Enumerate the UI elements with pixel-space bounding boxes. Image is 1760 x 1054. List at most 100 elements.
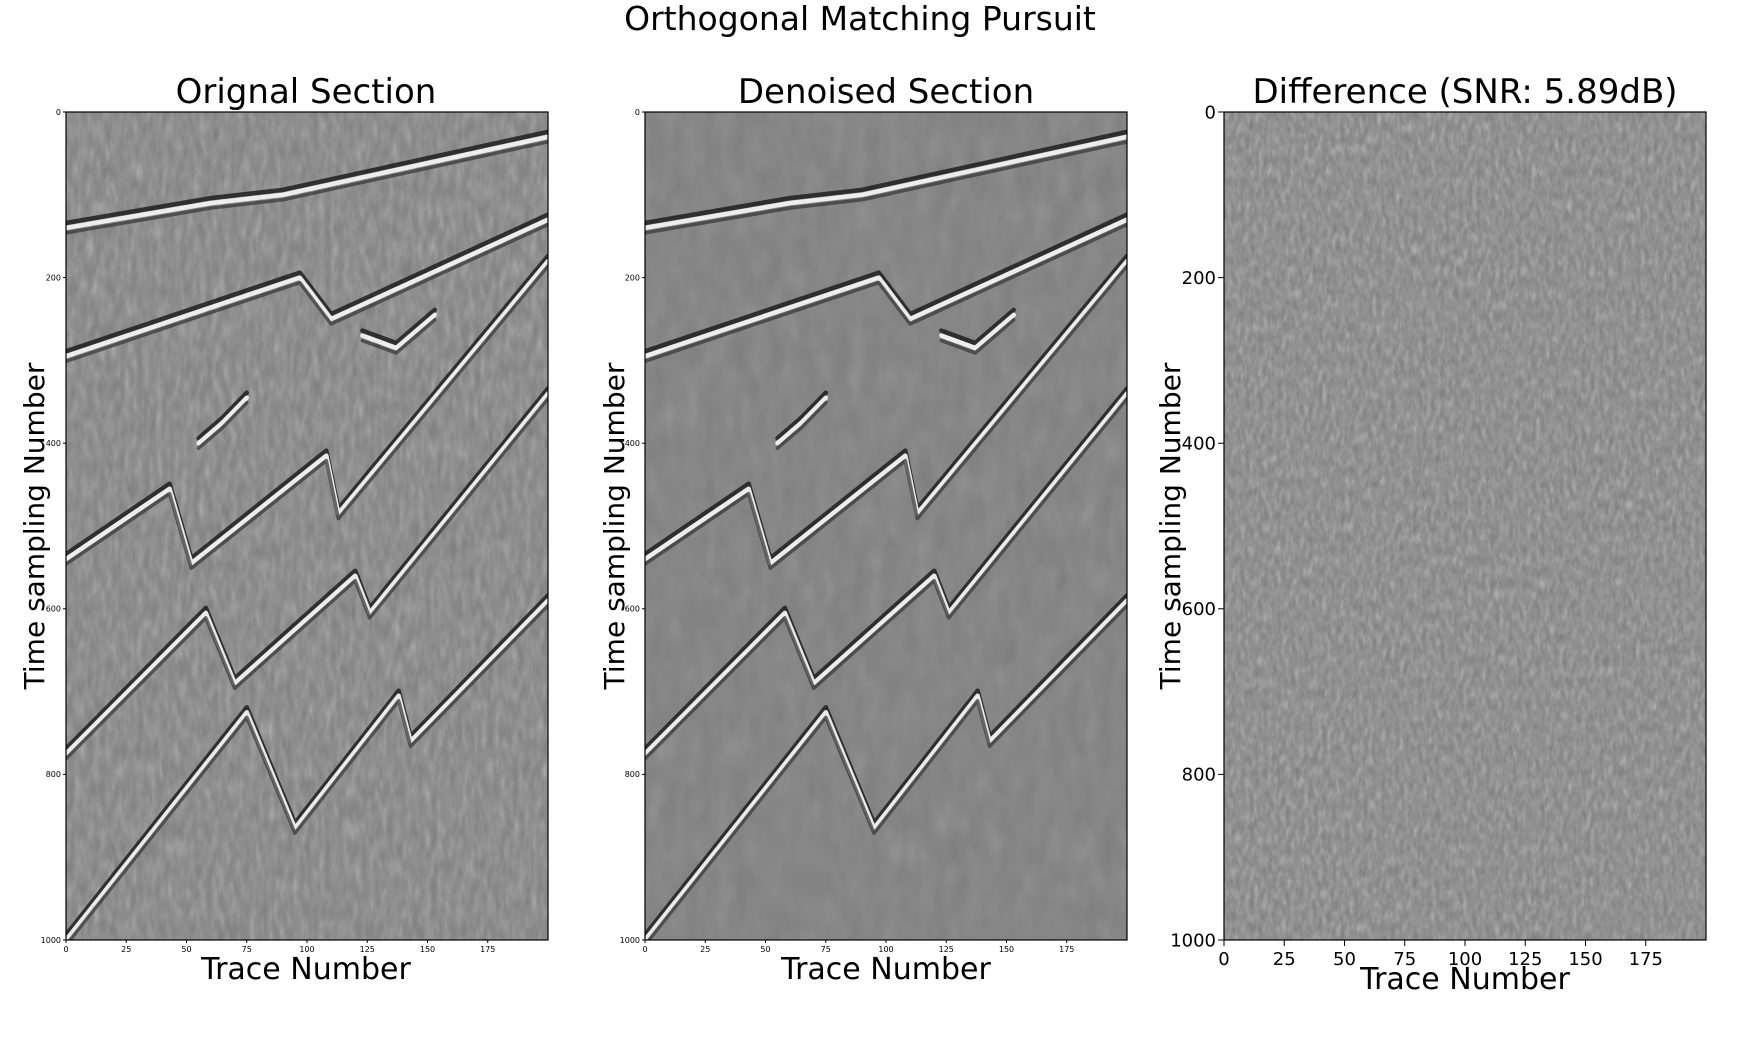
- seismic-event-reflector-1: [645, 129, 1127, 235]
- figure-suptitle: Orthogonal Matching Pursuit: [624, 0, 1096, 38]
- panel-difference-title: Difference (SNR: 5.89dB): [1252, 72, 1677, 112]
- seismic-event-reflector-2-wavelet-0: [66, 212, 548, 354]
- seismic-event-reflector-5-wavelet-1: [66, 598, 548, 940]
- seismic-event-reflector-2-wavelet-2: [66, 222, 548, 364]
- panel-difference-y-axis: 0 200 400 600 800 1000: [1170, 102, 1224, 951]
- panel-difference-xtick-label-150: 150: [1568, 949, 1602, 970]
- panel-orignal-xtick-label-0: 0: [63, 945, 68, 954]
- seismic-event-reflector-1-wavelet-0: [645, 129, 1127, 226]
- seismic-event-reflector-1-wavelet-2: [66, 140, 548, 235]
- seismic-event-diffraction-lens-wavelet-1: [775, 395, 829, 446]
- seismic-event-reflector-4-wavelet-1: [645, 391, 1127, 756]
- panel-difference-ytick-label-400: 400: [1182, 434, 1216, 455]
- panel-original-title: Orignal Section: [176, 72, 437, 112]
- panel-orignal-ytick-label-600: 600: [46, 605, 61, 614]
- panel-orignal-xtick-label-25: 25: [121, 945, 131, 954]
- seismic-event-reflector-3-wavelet-0: [645, 253, 1127, 561]
- panel-difference-ytick-label-0: 0: [1205, 102, 1216, 123]
- panel-denoised-ytick-label-600: 600: [625, 605, 640, 614]
- seismic-event-reflector-5: [645, 593, 1127, 940]
- seismic-event-diffraction-lens: [196, 390, 250, 450]
- panel-difference-ytick-label-800: 800: [1182, 765, 1216, 786]
- panel-difference-image: [1224, 112, 1706, 940]
- seismic-event-reflector-5-wavelet-2: [67, 603, 548, 940]
- seismic-event-reflector-4-wavelet-1: [66, 391, 548, 756]
- seismic-event-reflector-2-wavelet-2: [645, 222, 1127, 364]
- panel-orignal-ytick-label-800: 800: [46, 770, 61, 779]
- seismic-event-reflector-2: [645, 212, 1127, 364]
- seismic-event-reflector-2-wavelet-1: [645, 217, 1127, 359]
- seismic-event-fault-lip: [360, 307, 437, 355]
- panel-original-xlabel: Trace Number: [200, 952, 411, 987]
- panel-orignal-ytick-label-200: 200: [46, 273, 61, 282]
- panel-denoised-ytick-label-800: 800: [625, 770, 640, 779]
- panel-denoised-xtick-label-100: 100: [878, 945, 893, 954]
- panel-difference: Difference (SNR: 5.89dB) 0 25 50 75 100 125 15…: [1154, 72, 1707, 997]
- panel-original-image: [66, 112, 548, 940]
- seismic-event-fault-lip-wavelet-2: [360, 318, 437, 355]
- seismic-event-fault-lip-wavelet-1: [360, 312, 437, 351]
- panel-orignal-xtick-label-175: 175: [480, 945, 495, 954]
- panel-difference-xtick-label-25: 25: [1273, 949, 1296, 970]
- panel-denoised-x-axis: 0 25 50 75 100 125 150 175: [642, 940, 1074, 954]
- seismic-event-reflector-3-wavelet-1: [66, 258, 548, 566]
- seismic-event-reflector-4: [645, 386, 1127, 761]
- panel-orignal-ytick-label-1000: 1000: [41, 936, 61, 945]
- seismic-event-reflector-2-wavelet-0: [645, 212, 1127, 354]
- panel-original-x-axis: 0 25 50 75 100 125 150 175: [63, 940, 495, 954]
- seismic-event-reflector-5-wavelet-1: [645, 598, 1127, 940]
- seismic-event-reflector-4-wavelet-2: [66, 396, 548, 761]
- seismic-event-reflector-1-wavelet-2: [645, 140, 1127, 235]
- seismic-event-reflector-4: [66, 386, 548, 761]
- panel-denoised: Denoised Section 0 25 50 75 100 125 150 175 0 20…: [598, 72, 1128, 987]
- seismic-event-reflector-3-wavelet-2: [66, 264, 548, 571]
- seismic-event-fault-lip-wavelet-1: [939, 312, 1016, 351]
- seismic-event-reflector-4-wavelet-2: [645, 396, 1127, 761]
- panel-denoised-title: Denoised Section: [738, 72, 1034, 112]
- panel-denoised-ytick-label-200: 200: [625, 273, 640, 282]
- panel-denoised-xtick-label-25: 25: [700, 945, 710, 954]
- panel-original: Orignal Section 0 25 50 75 100 125 150 175 0 200…: [18, 72, 549, 987]
- seismic-event-fault-lip-wavelet-0: [360, 307, 437, 346]
- panel-denoised-xtick-label-175: 175: [1059, 945, 1074, 954]
- panel-denoised-ytick-label-400: 400: [625, 439, 640, 448]
- seismic-event-reflector-1: [66, 129, 548, 235]
- panel-orignal-ytick-label-0: 0: [56, 108, 61, 117]
- seismic-event-reflector-3-wavelet-2: [645, 264, 1127, 571]
- seismic-event-fault-lip-wavelet-2: [939, 318, 1016, 355]
- seismic-event-diffraction-lens: [775, 390, 829, 450]
- panel-denoised-y-axis: 0 200 400 600 800 1000: [620, 108, 645, 945]
- seismic-event-fault-lip-wavelet-0: [939, 307, 1016, 346]
- seismic-event-fault-lip: [939, 307, 1016, 355]
- panel-orignal-xtick-label-75: 75: [242, 945, 252, 954]
- seismic-event-reflector-3: [645, 253, 1127, 571]
- seismic-event-reflector-5-wavelet-2: [646, 603, 1127, 940]
- panel-difference-xtick-label-100: 100: [1448, 949, 1482, 970]
- panel-denoised-xlabel: Trace Number: [780, 952, 991, 987]
- seismic-event-reflector-5-wavelet-0: [66, 593, 548, 938]
- seismic-event-reflector-3-wavelet-1: [645, 258, 1127, 566]
- panel-difference-xtick-label-125: 125: [1508, 949, 1542, 970]
- seismic-event-reflector-1-wavelet-1: [66, 134, 548, 231]
- panel-difference-xlabel: Trace Number: [1359, 962, 1570, 997]
- seismic-event-diffraction-lens-wavelet-2: [775, 400, 828, 450]
- panel-denoised-image: [645, 112, 1127, 940]
- panel-difference-ylabel: Time sampling Number: [1154, 362, 1187, 690]
- panel-orignal-xtick-label-100: 100: [299, 945, 314, 954]
- panel-denoised-xtick-label-150: 150: [999, 945, 1014, 954]
- panel-difference-xtick-label-175: 175: [1629, 949, 1663, 970]
- panel-orignal-xtick-label-125: 125: [360, 945, 375, 954]
- seismic-event-reflector-5-wavelet-0: [645, 593, 1127, 938]
- panel-original-ylabel: Time sampling Number: [18, 362, 51, 690]
- seismic-event-reflector-2: [66, 212, 548, 364]
- seismic-event-reflector-4-wavelet-0: [645, 386, 1127, 751]
- panel-denoised-ylabel: Time sampling Number: [598, 362, 631, 690]
- panel-difference-x-axis: 0 25 50 75 100 125 150 175: [1218, 940, 1663, 970]
- seismic-event-diffraction-lens-wavelet-0: [775, 390, 829, 441]
- panel-denoised-xtick-label-50: 50: [760, 945, 770, 954]
- panel-denoised-xtick-label-75: 75: [821, 945, 831, 954]
- seismic-event-diffraction-lens-wavelet-2: [196, 400, 249, 450]
- seismic-event-diffraction-lens-wavelet-0: [196, 390, 250, 441]
- panel-difference-xtick-label-0: 0: [1218, 949, 1229, 970]
- seismic-event-reflector-5: [66, 593, 548, 940]
